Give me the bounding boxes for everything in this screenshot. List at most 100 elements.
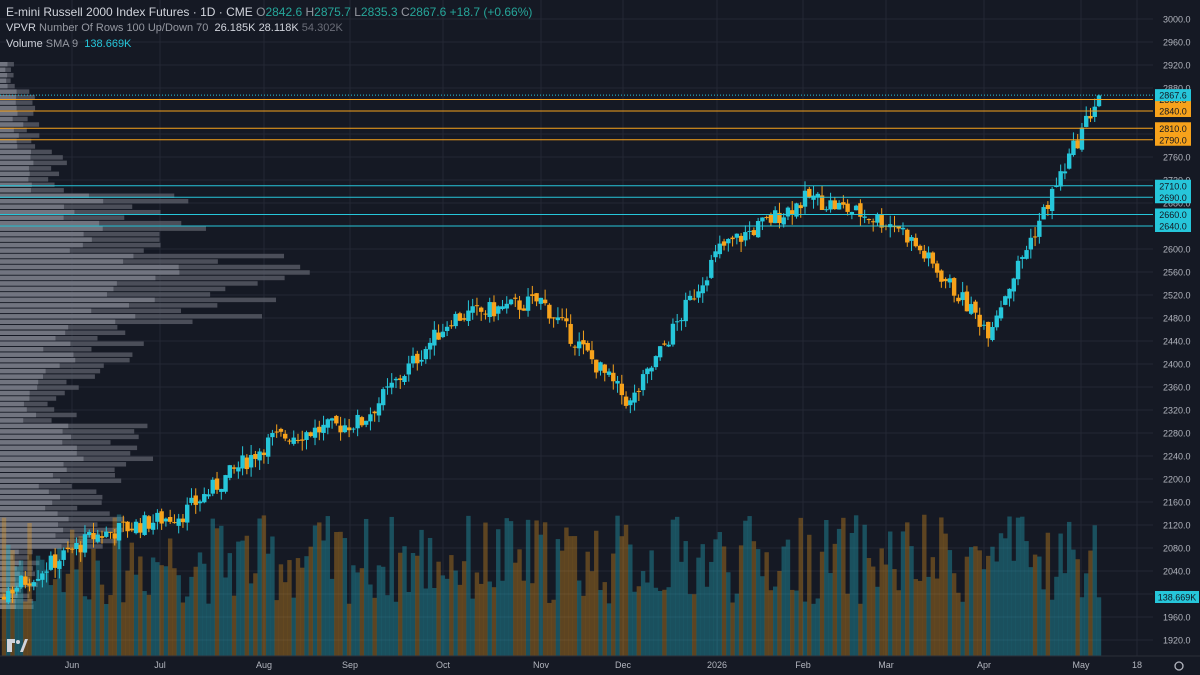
volume-bar [772,586,778,656]
volume-bar [206,603,211,656]
candle-body [295,439,301,441]
volume-bar [717,532,722,656]
volume-bar [602,582,607,656]
volume-bar [193,566,198,656]
candle-body [870,221,876,223]
symbol-legend[interactable]: E-mini Russell 2000 Index Futures · 1D ·… [6,5,532,19]
candle-body [368,414,373,422]
profile-row-up [0,577,16,582]
candle-body [900,227,906,230]
level-price-tag [1155,191,1191,204]
volume-bar [18,560,24,656]
settings-gear-icon[interactable] [1174,661,1184,671]
volume-bar [236,541,241,656]
volume-bar [683,541,688,656]
volume-value-tag [1155,591,1199,603]
vpvr-total-value: 54.302K [301,22,343,34]
profile-row-up [0,462,64,467]
candle-body [751,230,757,235]
candle-body [662,343,667,345]
candle-body [726,238,731,244]
profile-row-total [0,423,148,429]
profile-row-up [0,100,16,105]
volume-bar [325,516,331,656]
candle-body [185,504,190,523]
profile-row-total [0,116,28,122]
candle-body [406,363,411,375]
candle-body [598,362,603,371]
candle-body [444,326,450,331]
volume-bar [31,601,37,656]
candle-body [1062,171,1068,174]
close-label: C [400,5,410,19]
profile-row-up [0,527,64,533]
volume-bar [721,546,727,656]
candle-body [794,203,799,217]
volume-bar [167,538,173,656]
candle-body [65,547,71,550]
candle-body [1020,257,1025,259]
candle-body [108,531,113,533]
candle-body [206,494,211,497]
volume-bar [470,598,475,656]
volume-bar [129,542,135,656]
volume-bar [214,528,220,656]
candle-body [525,296,531,311]
candle-body [227,465,233,478]
candle-body [892,226,897,228]
candle-body [376,403,382,416]
vpvr-legend[interactable]: VPVR Number Of Rows 100 Up/Down 70 26.18… [6,22,343,34]
profile-row-up [0,533,56,538]
time-tick-label: Jun [65,660,80,670]
volume-bar [1092,525,1097,656]
volume-bar [696,557,701,656]
volume-bar [581,595,586,656]
volume-bar [474,572,480,656]
candle-body [474,305,480,307]
candle-body [385,386,390,388]
profile-row-up [0,220,100,226]
candle-body [87,532,92,536]
candle-body [513,297,518,299]
tradingview-logo-icon[interactable] [6,636,28,656]
volume-legend[interactable]: Volume SMA 9 138.669K [6,38,131,50]
volume-bar [1084,573,1089,656]
price-tick-label: 2240.0 [1163,452,1191,462]
candle-body [99,536,105,538]
candle-body [538,297,544,304]
volume-bar [730,602,735,656]
candle-body [572,346,578,348]
candle-body [968,304,974,314]
candle-body [214,478,220,490]
profile-row-up [0,286,114,292]
time-axis[interactable]: Jun Jul Aug Sep Oct Nov Dec 2026 Feb Mar Apr May 18 [0,655,1200,671]
volume-bar [798,517,803,656]
candle-body [781,217,786,225]
profile-row-up [0,182,32,188]
volume-bar [930,557,936,656]
volume-bar [866,558,872,656]
volume-bar [815,598,820,656]
candle-body [478,307,484,312]
candle-body [500,306,505,310]
candle-body [730,237,735,240]
candle-body [69,548,75,550]
profile-row-up [0,215,64,220]
candle-body [709,259,714,278]
candle-body [236,467,241,472]
candle-body [1,596,7,600]
candle-body [743,232,748,241]
profile-row-up [0,105,17,111]
volume-bar [104,603,109,656]
candle-body [138,523,143,533]
volume-bar [777,570,782,656]
candle-body [581,340,586,345]
candle-body [824,209,829,211]
profile-row-total [0,133,40,138]
volume-bar [65,573,71,656]
volume-bar [265,553,271,656]
volume-bar [1088,550,1093,656]
volume-profile [0,62,310,609]
level-price-label: 2840.0 [1159,107,1187,117]
